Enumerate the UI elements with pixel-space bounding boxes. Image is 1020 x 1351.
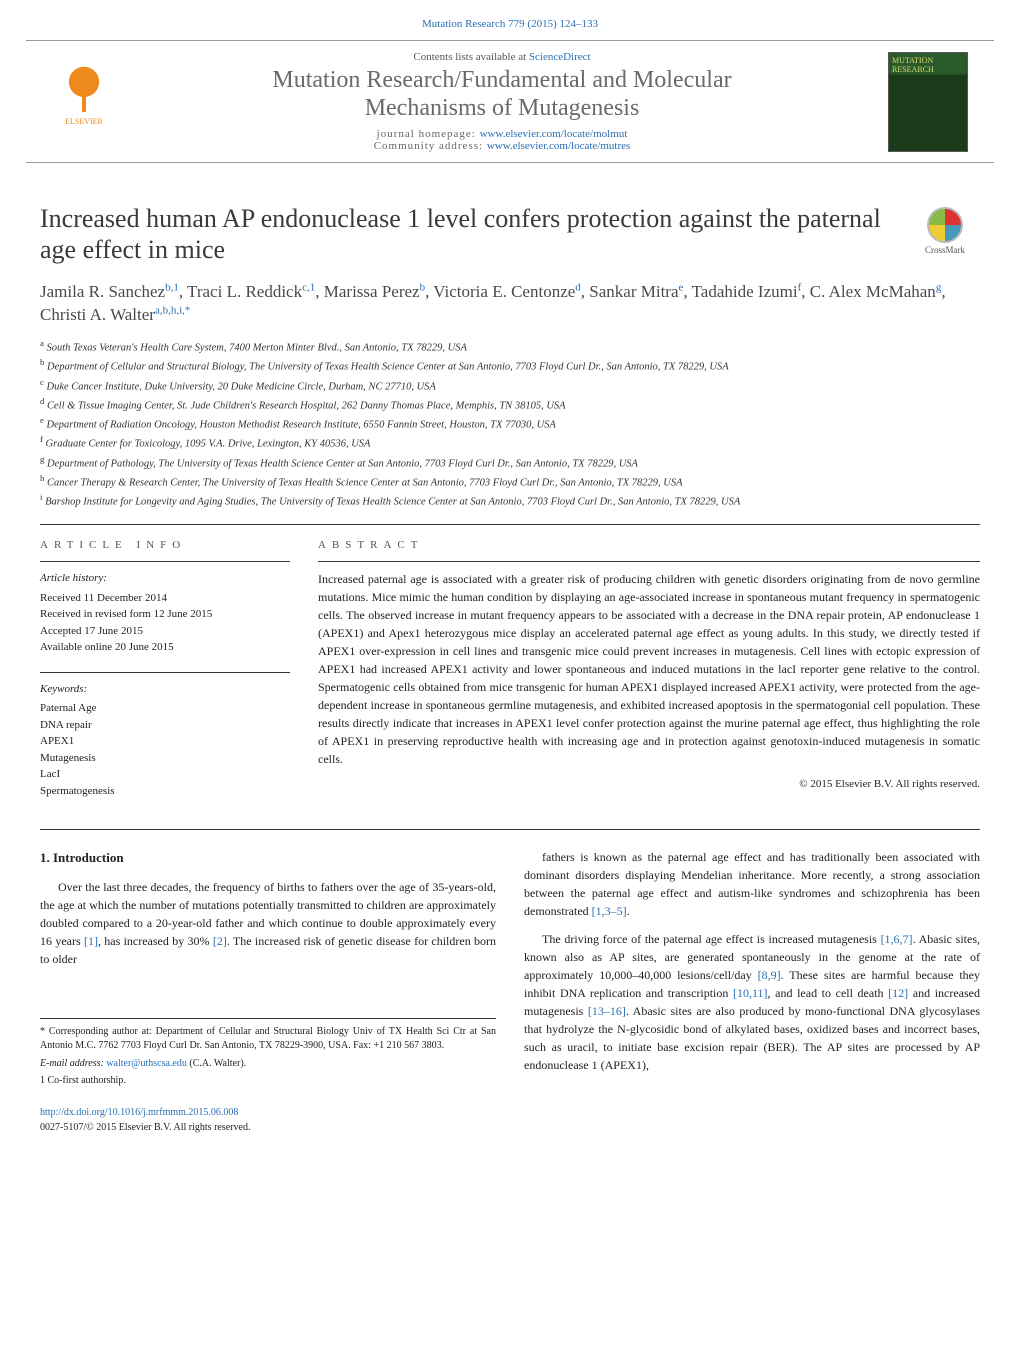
footnotes: * Corresponding author at: Department of…	[40, 1018, 496, 1089]
intro-p2: fathers is known as the paternal age eff…	[524, 848, 980, 920]
elsevier-tree-icon	[62, 63, 106, 117]
affiliation: d Cell & Tissue Imaging Center, St. Jude…	[40, 395, 980, 414]
intro-heading: 1. Introduction	[40, 848, 496, 868]
journal-name-l2: Mechanisms of Mutagenesis	[365, 95, 640, 121]
p3-a: The driving force of the paternal age ef…	[542, 932, 881, 946]
history-title: Article history:	[40, 570, 290, 587]
p3-d: , and lead to cell death	[768, 986, 889, 1000]
affiliation: g Department of Pathology, The Universit…	[40, 453, 980, 472]
sciencedirect-link[interactable]: ScienceDirect	[529, 51, 591, 63]
article-info-column: ARTICLE INFO Article history: Received 1…	[40, 539, 290, 815]
rule-bottom	[40, 829, 980, 830]
ref-4[interactable]: [1,6,7]	[881, 932, 913, 946]
ref-5[interactable]: [8,9]	[758, 968, 781, 982]
history-line: Available online 20 June 2015	[40, 639, 290, 656]
p2-post: .	[627, 904, 630, 918]
corr-footnote: * Corresponding author at: Department of…	[40, 1025, 496, 1054]
corr-email-link[interactable]: walter@uthscsa.edu	[106, 1058, 187, 1069]
cofirst-footnote: 1 Co-first authorship.	[40, 1074, 496, 1089]
left-column: 1. Introduction Over the last three deca…	[40, 848, 496, 1135]
running-head: Mutation Research 779 (2015) 124–133	[0, 0, 1020, 40]
community-label: Community address:	[374, 140, 487, 152]
abstract-column: ABSTRACT Increased paternal age is assoc…	[318, 539, 980, 815]
contents-prefix: Contents lists available at	[413, 51, 528, 63]
ref-3[interactable]: [1,3–5]	[592, 904, 627, 918]
affiliation: a South Texas Veteran's Health Care Syst…	[40, 337, 980, 356]
contents-line: Contents lists available at ScienceDirec…	[126, 51, 878, 63]
homepage-line: journal homepage: www.elsevier.com/locat…	[126, 128, 878, 140]
homepage-label: journal homepage:	[377, 128, 480, 140]
ref-8[interactable]: [13–16]	[588, 1004, 626, 1018]
ref-1[interactable]: [1]	[84, 934, 98, 948]
email-tail: (C.A. Walter).	[187, 1058, 246, 1069]
abstract-head: ABSTRACT	[318, 539, 980, 551]
keyword: LacI	[40, 766, 290, 783]
cover-title: MUTATION RESEARCH	[892, 56, 964, 74]
article-history: Article history: Received 11 December 20…	[40, 561, 290, 656]
ref-6[interactable]: [10,11]	[733, 986, 768, 1000]
affiliations: a South Texas Veteran's Health Care Syst…	[40, 337, 980, 510]
keyword: Paternal Age	[40, 700, 290, 717]
affiliation: c Duke Cancer Institute, Duke University…	[40, 376, 980, 395]
history-lines: Received 11 December 2014Received in rev…	[40, 590, 290, 656]
affiliation: i Barshop Institute for Longevity and Ag…	[40, 491, 980, 510]
doi-link[interactable]: http://dx.doi.org/10.1016/j.mrfmmm.2015.…	[40, 1107, 238, 1118]
community-line: Community address: www.elsevier.com/loca…	[126, 140, 878, 152]
journal-banner: ELSEVIER Contents lists available at Sci…	[26, 40, 994, 163]
crossmark-label: CrossMark	[925, 245, 965, 255]
keyword: DNA repair	[40, 717, 290, 734]
ref-7[interactable]: [12]	[888, 986, 908, 1000]
abstract-text: Increased paternal age is associated wit…	[318, 561, 980, 768]
doi-block: http://dx.doi.org/10.1016/j.mrfmmm.2015.…	[40, 1105, 496, 1135]
affiliation: b Department of Cellular and Structural …	[40, 356, 980, 375]
intro-p3: The driving force of the paternal age ef…	[524, 930, 980, 1074]
email-footnote: E-mail address: walter@uthscsa.edu (C.A.…	[40, 1057, 496, 1072]
authors-line: Jamila R. Sanchezb,1, Traci L. Reddickc,…	[40, 280, 980, 328]
elsevier-logo: ELSEVIER	[52, 63, 116, 141]
rule-top	[40, 524, 980, 525]
issn-line: 0027-5107/© 2015 Elsevier B.V. All right…	[40, 1122, 250, 1133]
intro-p1: Over the last three decades, the frequen…	[40, 878, 496, 968]
history-line: Accepted 17 June 2015	[40, 623, 290, 640]
body-columns: 1. Introduction Over the last three deca…	[40, 848, 980, 1135]
keywords-block: Keywords: Paternal AgeDNA repairAPEX1Mut…	[40, 672, 290, 800]
journal-name: Mutation Research/Fundamental and Molecu…	[126, 67, 878, 122]
article-info-head: ARTICLE INFO	[40, 539, 290, 551]
ref-2[interactable]: [2]	[213, 934, 227, 948]
abstract-copyright: © 2015 Elsevier B.V. All rights reserved…	[318, 778, 980, 790]
affiliation: h Cancer Therapy & Research Center, The …	[40, 472, 980, 491]
elsevier-label: ELSEVIER	[65, 117, 103, 126]
keywords-title: Keywords:	[40, 681, 290, 698]
journal-cover-thumb: MUTATION RESEARCH	[888, 52, 968, 152]
crossmark-icon	[927, 207, 963, 243]
keyword: APEX1	[40, 733, 290, 750]
keyword-lines: Paternal AgeDNA repairAPEX1MutagenesisLa…	[40, 700, 290, 799]
banner-center: Contents lists available at ScienceDirec…	[116, 51, 888, 152]
history-line: Received 11 December 2014	[40, 590, 290, 607]
homepage-link[interactable]: www.elsevier.com/locate/molmut	[480, 128, 628, 140]
email-label: E-mail address:	[40, 1058, 106, 1069]
journal-name-l1: Mutation Research/Fundamental and Molecu…	[272, 67, 731, 93]
crossmark-badge[interactable]: CrossMark	[910, 207, 980, 255]
affiliation: e Department of Radiation Oncology, Hous…	[40, 414, 980, 433]
article-title: Increased human AP endonuclease 1 level …	[40, 203, 980, 265]
p1-mid: , has increased by 30%	[98, 934, 213, 948]
affiliation: f Graduate Center for Toxicology, 1095 V…	[40, 433, 980, 452]
right-column: fathers is known as the paternal age eff…	[524, 848, 980, 1135]
keyword: Mutagenesis	[40, 750, 290, 767]
keyword: Spermatogenesis	[40, 783, 290, 800]
history-line: Received in revised form 12 June 2015	[40, 606, 290, 623]
community-link[interactable]: www.elsevier.com/locate/mutres	[487, 140, 630, 152]
